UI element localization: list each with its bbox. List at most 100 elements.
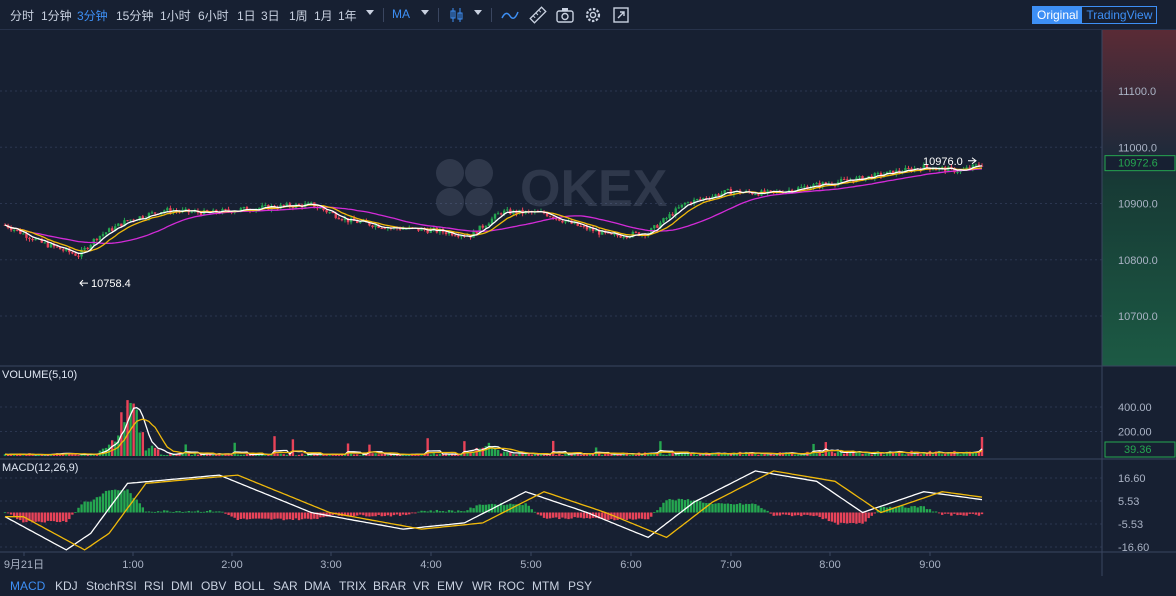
volume-bar [242, 454, 246, 456]
indicator-chevron-down-icon[interactable] [421, 10, 429, 15]
macd-bar [702, 502, 705, 513]
indicator-tab-vr[interactable]: VR [413, 579, 430, 593]
indicator-tab-kdj[interactable]: KDJ [55, 579, 78, 593]
timeframe-3[interactable]: 15分钟 [116, 9, 154, 23]
volume-bar [772, 454, 775, 456]
macd-bar [12, 512, 16, 517]
view-tradingview-button[interactable]: TradingView [1086, 8, 1153, 22]
macd-bar [368, 512, 371, 517]
indicator-tab-stochrsi[interactable]: StochRSI [86, 579, 137, 593]
indicator-tab-roc[interactable]: ROC [498, 579, 525, 593]
settings-gear-icon[interactable] [583, 5, 603, 25]
macd-bar [579, 512, 582, 518]
macd-bar [297, 512, 301, 521]
indicator-tab-dma[interactable]: DMA [304, 579, 331, 593]
macd-bar [447, 510, 451, 513]
volume-bar [882, 454, 886, 456]
timeframe-0[interactable]: 分时 [10, 9, 35, 23]
current-price-tag: 10972.6 [1104, 155, 1176, 172]
timeframe-6[interactable]: 1日 [237, 9, 256, 23]
candle-body [405, 228, 408, 230]
timeframe-10[interactable]: 1年 [338, 9, 357, 23]
timeframe-1[interactable]: 1分钟 [41, 9, 72, 23]
volume-bar [74, 454, 77, 456]
volume-bar [818, 451, 821, 456]
macd-bar [570, 512, 573, 519]
ruler-draw-icon[interactable] [528, 5, 548, 25]
macd-bar [705, 503, 708, 513]
view-original-button[interactable]: Original [1033, 7, 1083, 23]
macd-bar [940, 512, 944, 515]
macd-bar [876, 510, 880, 513]
timeframe-8[interactable]: 1周 [289, 9, 308, 23]
macd-bar [6, 512, 10, 514]
macd-pane-title: MACD(12,26,9) [2, 462, 78, 474]
macd-histogram [3, 489, 984, 525]
indicator-select[interactable]: MA [392, 7, 410, 21]
macd-bar [279, 512, 282, 519]
timeframe-9[interactable]: 1月 [314, 9, 333, 23]
indicator-tab-boll[interactable]: BOLL [234, 579, 265, 593]
macd-bar [610, 512, 613, 520]
timeframe-4[interactable]: 1小时 [160, 9, 191, 23]
volume-bar [950, 452, 953, 456]
macd-bar [855, 512, 858, 524]
macd-bar [891, 507, 895, 513]
fullscreen-expand-icon[interactable] [611, 5, 631, 25]
indicator-tab-emv[interactable]: EMV [437, 579, 464, 593]
volume-bar [190, 455, 194, 456]
indicator-tab-macd[interactable]: MACD [10, 579, 46, 593]
indicator-tab-dmi[interactable]: DMI [171, 579, 193, 593]
indicator-tab-obv[interactable]: OBV [201, 579, 227, 593]
indicator-tab-trix[interactable]: TRIX [339, 579, 367, 593]
volume-bar [68, 453, 71, 456]
volume-bar [481, 447, 484, 456]
volume-bar [977, 450, 981, 456]
candle-body [150, 212, 154, 214]
volume-bar [852, 451, 855, 456]
volume-bar [671, 452, 674, 456]
timeframe-7[interactable]: 3日 [261, 9, 280, 23]
volume-bar [530, 454, 533, 456]
macd-bar [916, 507, 919, 513]
indicator-tab-brar[interactable]: BRAR [373, 579, 407, 593]
indicator-tab-rsi[interactable]: RSI [144, 579, 165, 593]
volume-bar [441, 454, 445, 456]
timeframe-2[interactable]: 3分钟 [77, 9, 108, 23]
volume-pane-title: VOLUME(5,10) [2, 369, 77, 381]
timeframe-more-chevron-icon[interactable] [366, 10, 374, 15]
macd-bar [861, 512, 864, 524]
candle-body [34, 238, 37, 241]
candle-body [450, 232, 454, 236]
volume-bar [71, 453, 74, 456]
indicator-tab-psy[interactable]: PSY [568, 579, 593, 593]
chart-type-chevron-down-icon[interactable] [474, 10, 482, 15]
candle-body [65, 248, 68, 251]
macd-bar [411, 512, 414, 514]
candle-body [12, 229, 16, 231]
camera-screenshot-icon[interactable] [555, 5, 575, 25]
indicator-tab-wr[interactable]: WR [472, 579, 492, 593]
macd-bar [937, 512, 941, 514]
line-indicator-icon[interactable] [500, 5, 520, 25]
volume-bar [616, 454, 619, 456]
candle-body [695, 199, 699, 201]
volume-bar [552, 440, 555, 456]
candle-body [797, 187, 800, 191]
volume-bar [166, 455, 169, 456]
volume-bar [46, 454, 50, 456]
kline-chart[interactable]: OKEX 11100.0 11000.0 10900.0 10800.0 10700.0… [0, 30, 1176, 576]
candle-body [683, 203, 687, 205]
candlestick-type-icon[interactable] [447, 5, 467, 25]
indicator-tab-sar[interactable]: SAR [273, 579, 298, 593]
indicator-tab-mtm[interactable]: MTM [532, 579, 560, 593]
ma-mid-line [4, 167, 983, 252]
volume-bar [876, 451, 880, 456]
macd-bar [401, 512, 405, 515]
candle-body [561, 220, 564, 223]
macd-bar [787, 512, 791, 516]
candle-body [876, 173, 880, 175]
volume-bar [346, 443, 350, 456]
macd-bar [472, 508, 475, 513]
timeframe-5[interactable]: 6小时 [198, 9, 229, 23]
